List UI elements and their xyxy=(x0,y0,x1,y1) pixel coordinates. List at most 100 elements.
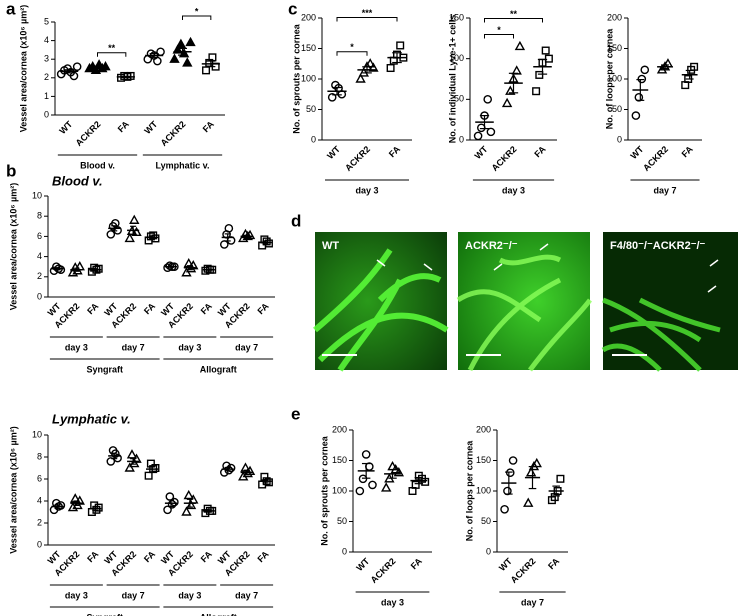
data-point xyxy=(544,54,553,63)
data-point xyxy=(182,57,193,67)
x-tick-label: FA xyxy=(142,549,158,565)
significance-label: * xyxy=(497,25,501,35)
data-point xyxy=(70,493,81,503)
data-point xyxy=(505,468,515,478)
x-tick-label: ACKR2 xyxy=(159,119,188,148)
data-point xyxy=(129,214,140,224)
y-tick-label: 1 xyxy=(44,91,49,101)
y-tick-label: 0 xyxy=(311,134,316,144)
y-tick-label: 4 xyxy=(37,495,42,505)
significance-bracket xyxy=(182,15,212,20)
y-tick-label: 0 xyxy=(459,134,464,144)
y-tick-label: 6 xyxy=(37,473,42,483)
y-tick-label: 50 xyxy=(454,94,464,104)
y-tick-label: 4 xyxy=(44,35,49,45)
y-tick-label: 0 xyxy=(486,546,491,556)
data-point xyxy=(486,127,496,137)
data-point xyxy=(355,73,366,83)
group-label: day 3 xyxy=(381,597,404,607)
y-axis-label: No. of individual Lyve-1+ cells xyxy=(447,15,457,143)
data-point xyxy=(156,47,165,57)
data-point xyxy=(386,64,395,73)
data-point xyxy=(476,123,486,133)
micrograph: WT xyxy=(313,232,449,372)
significance-bracket xyxy=(484,33,514,39)
group-label: day 7 xyxy=(235,342,258,352)
data-point xyxy=(421,477,430,486)
x-tick-label: ACKR2 xyxy=(74,119,103,148)
y-tick-label: 8 xyxy=(37,211,42,221)
panel-label: d xyxy=(291,211,301,230)
significance-label: * xyxy=(350,42,354,52)
group-label: day 7 xyxy=(235,590,258,600)
y-tick-label: 0 xyxy=(37,291,42,301)
significance-label: ** xyxy=(510,9,518,19)
data-point xyxy=(473,131,483,141)
x-tick-label: WT xyxy=(57,119,74,136)
y-axis-label: Vessel area/cornea (x10⁶ µm²) xyxy=(8,426,18,553)
panel-label: c xyxy=(288,0,297,18)
y-tick-label: 100 xyxy=(449,53,464,63)
group-label: day 3 xyxy=(178,590,201,600)
group-label: day 3 xyxy=(178,342,201,352)
data-point xyxy=(690,62,699,71)
data-point xyxy=(90,501,99,510)
y-tick-label: 50 xyxy=(481,516,491,526)
data-point xyxy=(220,240,229,249)
data-point xyxy=(124,232,135,243)
y-tick-label: 200 xyxy=(332,424,347,434)
data-point xyxy=(396,41,405,50)
x-tick-label: WT xyxy=(497,556,514,573)
data-point xyxy=(124,462,135,472)
significance-label: * xyxy=(195,6,199,16)
micrograph-label: F4/80⁻/⁻ACKR2⁻/⁻ xyxy=(610,240,706,252)
arrows xyxy=(376,243,719,293)
data-point xyxy=(556,474,565,483)
x-tick-label: FA xyxy=(532,144,548,160)
group-label: day 7 xyxy=(122,590,145,600)
y-axis-label: Vessel area/cornea (x10⁶ µm²) xyxy=(8,183,18,310)
group-label: Lymphatic v. xyxy=(155,160,209,170)
y-tick-label: 100 xyxy=(476,485,491,495)
y-tick-label: 200 xyxy=(607,12,622,22)
data-point xyxy=(129,457,140,468)
data-point xyxy=(100,60,111,71)
x-tick-label: FA xyxy=(85,549,101,565)
data-point xyxy=(240,462,251,472)
y-tick-label: 5 xyxy=(44,16,49,26)
y-tick-label: 100 xyxy=(301,73,316,83)
data-point xyxy=(106,230,116,239)
data-point xyxy=(631,111,641,120)
x-tick-label: WT xyxy=(325,144,342,161)
group-label: day 7 xyxy=(653,185,676,195)
y-tick-label: 200 xyxy=(301,12,316,22)
data-point xyxy=(541,46,550,55)
data-point xyxy=(531,457,542,468)
data-point xyxy=(327,93,337,102)
y-tick-label: 6 xyxy=(37,231,42,241)
significance-label: *** xyxy=(362,8,373,18)
data-point xyxy=(535,70,544,79)
group-label: day 3 xyxy=(65,590,88,600)
y-tick-label: 150 xyxy=(301,43,316,53)
x-tick-label: WT xyxy=(473,144,490,161)
group-label: Allograft xyxy=(200,612,237,616)
group-label: Syngraft xyxy=(86,364,123,374)
y-tick-label: 150 xyxy=(332,455,347,465)
data-point xyxy=(358,474,368,484)
x-tick-label: ACKR2 xyxy=(490,144,519,173)
x-tick-label: ACKR2 xyxy=(343,144,372,173)
data-point xyxy=(72,62,82,71)
data-point xyxy=(87,508,96,517)
chart-title: Blood v. xyxy=(52,173,103,188)
data-point xyxy=(183,489,194,500)
data-point xyxy=(144,471,153,480)
x-tick-label: FA xyxy=(85,301,101,317)
x-tick-label: FA xyxy=(546,556,562,572)
data-point xyxy=(169,53,180,63)
y-tick-label: 50 xyxy=(612,104,622,114)
data-point xyxy=(167,499,177,509)
data-point xyxy=(185,36,196,47)
data-point xyxy=(224,224,234,233)
data-point xyxy=(393,467,405,477)
